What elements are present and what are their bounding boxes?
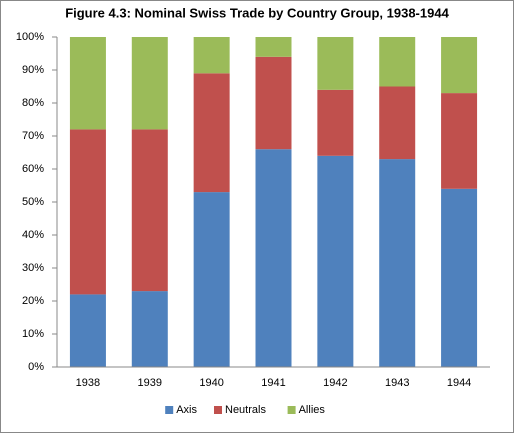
bar-segment [379, 37, 416, 87]
bar-segment [69, 294, 106, 367]
y-tick-label: 0% [28, 361, 44, 373]
bar-segment [441, 93, 478, 189]
x-tick-label: 1940 [199, 377, 223, 389]
bar-segment [69, 129, 106, 295]
bar-segment [69, 37, 106, 130]
bar-segment [317, 89, 354, 156]
bar-segment [131, 37, 168, 130]
x-tick-label: 1939 [138, 377, 162, 389]
x-tick-label: 1942 [323, 377, 347, 389]
y-tick-label: 80% [22, 97, 44, 109]
bar-segment [131, 291, 168, 367]
bar-segment [193, 37, 230, 74]
x-tick-label: 1941 [261, 377, 285, 389]
x-tick-label: 1943 [385, 377, 409, 389]
bar-segment [441, 188, 478, 367]
chart-title: Figure 4.3: Nominal Swiss Trade by Count… [65, 5, 449, 20]
legend-swatch [214, 406, 222, 414]
bar-segment [255, 37, 292, 57]
x-tick-label: 1944 [447, 377, 471, 389]
legend-label: Axis [176, 404, 197, 416]
y-tick-label: 20% [22, 295, 44, 307]
bar-segment [379, 159, 416, 367]
bar-segment [379, 86, 416, 160]
bar-segment [317, 155, 354, 367]
x-tick-label: 1938 [76, 377, 100, 389]
bar-segment [131, 129, 168, 292]
legend-label: Allies [299, 404, 326, 416]
bar-segment [441, 37, 478, 94]
y-tick-label: 60% [22, 163, 44, 175]
y-tick-label: 70% [22, 130, 44, 142]
legend-swatch [165, 406, 174, 414]
y-tick-label: 100% [16, 31, 44, 43]
y-tick-label: 50% [22, 196, 44, 208]
bar-segment [193, 192, 230, 367]
bar-segment [255, 56, 292, 150]
legend-label: Neutrals [225, 404, 266, 416]
y-tick-label: 90% [22, 64, 44, 76]
bar-segment [317, 37, 354, 90]
bar-segment [255, 149, 292, 367]
legend-swatch [287, 406, 296, 414]
bar-segment [193, 73, 230, 193]
y-tick-label: 40% [22, 229, 44, 241]
y-tick-label: 30% [22, 262, 44, 274]
y-tick-label: 10% [22, 328, 44, 340]
